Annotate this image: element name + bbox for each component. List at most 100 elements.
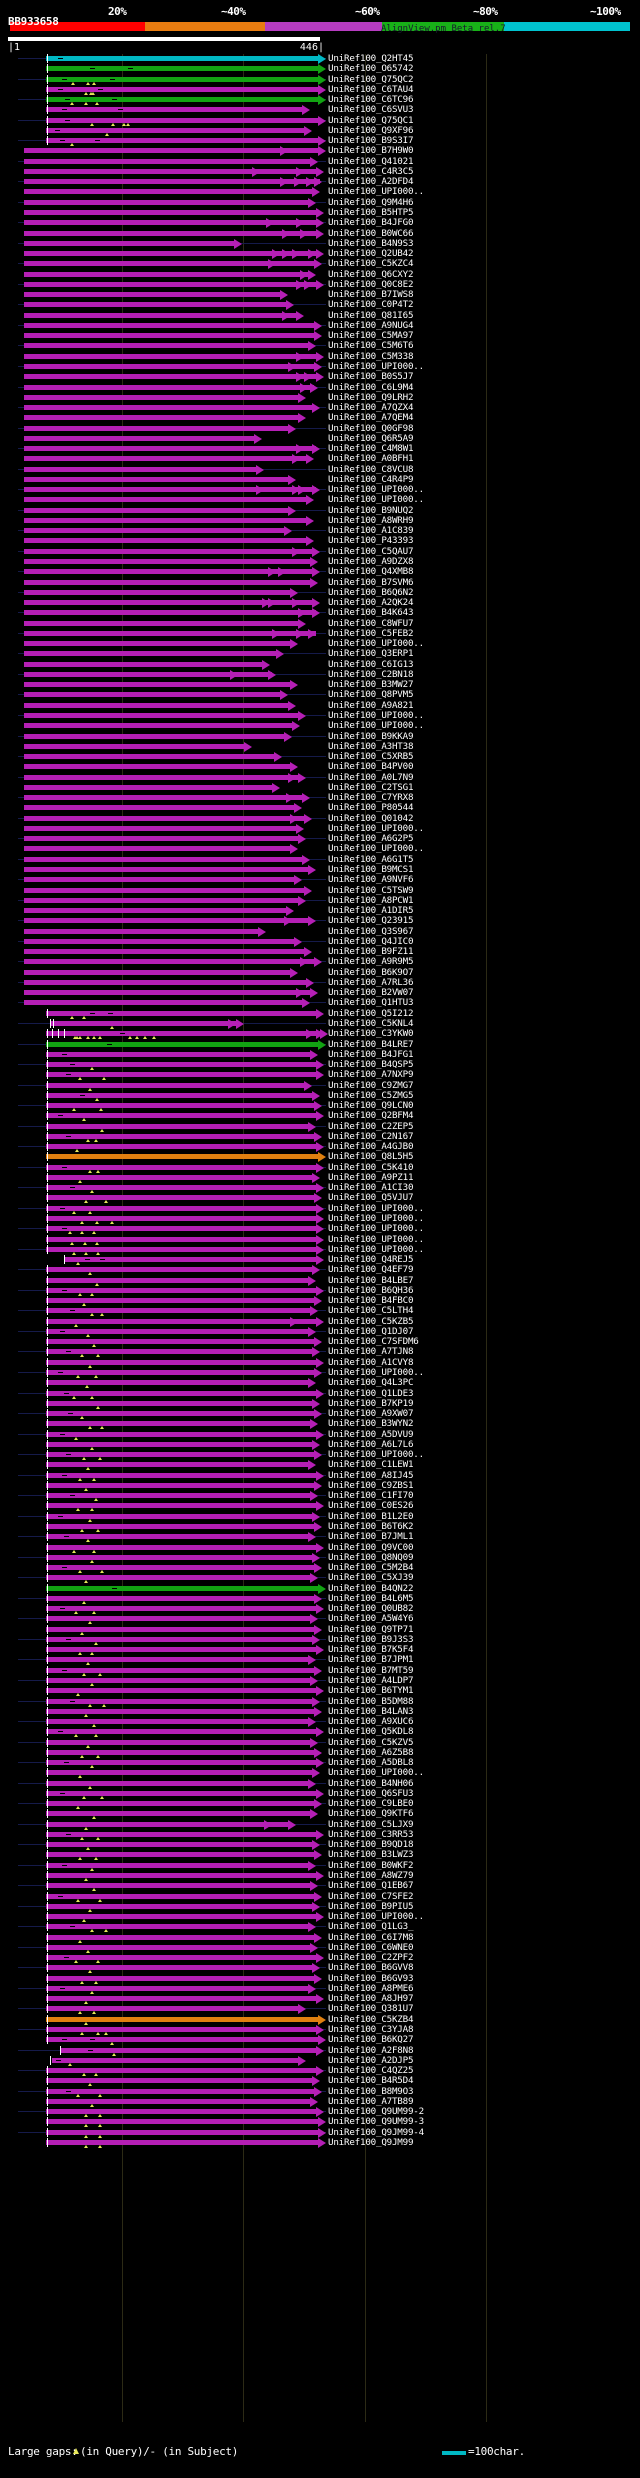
hsp-bar[interactable] <box>46 1513 314 1519</box>
hsp-bar[interactable] <box>24 405 314 411</box>
hit-label[interactable]: UniRef100_A5DVU9 <box>328 1428 414 1440</box>
alignment-row[interactable]: UniRef100_A1CVY8 <box>0 1357 640 1368</box>
alignment-row[interactable]: UniRef100_Q75QC2 <box>0 74 640 85</box>
hsp-bar[interactable] <box>24 240 236 246</box>
hit-label[interactable]: UniRef100_A7QEM4 <box>328 412 414 424</box>
alignment-row[interactable]: UniRef100_C7YRX8 <box>0 793 640 804</box>
hit-label[interactable]: UniRef100_B4L6M5 <box>328 1592 414 1604</box>
hit-label[interactable]: UniRef100_C5QAU7 <box>328 545 414 557</box>
hit-label[interactable]: UniRef100_B6GVV8 <box>328 1962 414 1974</box>
hsp-bar[interactable] <box>24 620 300 626</box>
alignment-row[interactable]: UniRef100_B7JML1 <box>0 1532 640 1543</box>
hsp-bar[interactable] <box>24 548 314 554</box>
hsp-bar[interactable] <box>46 107 303 113</box>
hsp-bar[interactable] <box>24 825 298 831</box>
alignment-row[interactable]: UniRef100_C6L9M4 <box>0 382 640 393</box>
hit-label[interactable]: UniRef100_A9R9M5 <box>328 956 414 968</box>
hit-label[interactable]: UniRef100_C2N167 <box>328 1130 414 1142</box>
alignment-row[interactable]: UniRef100_C5KZV5 <box>0 1737 640 1748</box>
alignment-row[interactable]: UniRef100_B6QH36 <box>0 1285 640 1296</box>
alignment-row[interactable]: UniRef100_Q9UM99-2 <box>0 2107 640 2118</box>
hit-label[interactable]: UniRef100_B9KKA9 <box>328 730 414 742</box>
hsp-bar[interactable] <box>46 1647 318 1653</box>
hsp-bar[interactable] <box>46 1493 312 1499</box>
alignment-row[interactable]: UniRef100_A7QZX4 <box>0 403 640 414</box>
hsp-bar[interactable] <box>46 1226 318 1232</box>
hit-label[interactable]: UniRef100_A5W4Y6 <box>328 1613 414 1625</box>
alignment-row[interactable]: UniRef100_Q6SFU3 <box>0 1788 640 1799</box>
hsp-bar[interactable] <box>46 1380 310 1386</box>
alignment-row[interactable]: UniRef100_A7TB89 <box>0 2096 640 2107</box>
hsp-bar[interactable] <box>24 805 296 811</box>
hit-label[interactable]: UniRef100_C5ZMG5 <box>328 1089 414 1101</box>
hsp-bar[interactable] <box>46 1421 312 1427</box>
hsp-bar[interactable] <box>24 148 318 154</box>
hit-label[interactable]: UniRef100_A8WRH9 <box>328 514 414 526</box>
hit-label[interactable]: UniRef100_Q6CXY2 <box>328 268 414 280</box>
hit-label[interactable]: UniRef100_A4LDP7 <box>328 1674 414 1686</box>
hsp-bar[interactable] <box>24 507 290 513</box>
hit-label[interactable]: UniRef100_Q9VC00 <box>328 1541 414 1553</box>
hsp-bar[interactable] <box>46 2119 320 2125</box>
alignment-row[interactable]: UniRef100_Q2BFM4 <box>0 1111 640 1122</box>
alignment-row[interactable]: UniRef100_Q0GF98 <box>0 423 640 434</box>
hit-label[interactable]: UniRef100_A3HT38 <box>328 740 414 752</box>
hit-label[interactable]: UniRef100_Q381U7 <box>328 2003 414 2015</box>
alignment-row[interactable]: UniRef100_Q8PVM5 <box>0 689 640 701</box>
alignment-row[interactable]: UniRef100_B7H9W0 <box>0 146 640 157</box>
hit-label[interactable]: UniRef100_Q3S967 <box>328 925 414 937</box>
alignment-row[interactable]: UniRef100_B6Q6N2 <box>0 587 640 598</box>
hsp-bar[interactable] <box>46 1051 312 1057</box>
alignment-row[interactable]: UniRef100_B6K9O7 <box>0 967 640 978</box>
hit-label[interactable]: UniRef100_B0WKF2 <box>328 1859 414 1871</box>
hit-label[interactable]: UniRef100_A5DBL8 <box>328 1757 414 1769</box>
hit-label[interactable]: UniRef100_C2BN18 <box>328 668 414 680</box>
hit-label[interactable]: UniRef100_Q9UM99-3 <box>328 2116 424 2128</box>
hsp-bar[interactable] <box>46 1862 310 1868</box>
hit-label[interactable]: UniRef100_C5XJ39 <box>328 1572 414 1584</box>
alignment-row[interactable]: UniRef100_A9A821 <box>0 700 640 711</box>
alignment-row[interactable]: UniRef100_B0S5J7 <box>0 372 640 383</box>
hit-label[interactable]: UniRef100_UPI000.. <box>328 1767 424 1779</box>
alignment-row[interactable]: UniRef100_B9PIU5 <box>0 1901 640 1912</box>
hit-label[interactable]: UniRef100_C7SFDM6 <box>328 1336 419 1348</box>
hit-label[interactable]: UniRef100_Q8NQ09 <box>328 1551 414 1563</box>
hsp-bar[interactable] <box>46 1739 312 1745</box>
alignment-row[interactable]: UniRef100_A0BFH1 <box>0 454 640 465</box>
hit-label[interactable]: UniRef100_C3YJA8 <box>328 2024 414 2035</box>
hsp-bar[interactable] <box>46 1657 310 1663</box>
alignment-row[interactable]: UniRef100_B0WC66 <box>0 228 640 239</box>
alignment-row[interactable]: UniRef100_UPI000.. <box>0 361 640 372</box>
hit-label[interactable]: UniRef100_Q9KTF6 <box>328 1808 414 1820</box>
hit-label[interactable]: UniRef100_Q41021 <box>328 155 414 167</box>
hsp-bar[interactable] <box>24 795 304 801</box>
hit-label[interactable]: UniRef100_Q8PVM5 <box>328 689 414 701</box>
hsp-bar[interactable] <box>24 302 288 308</box>
hsp-bar[interactable] <box>46 1133 316 1139</box>
hsp-bar[interactable] <box>24 199 310 205</box>
hit-label[interactable]: UniRef100_B4PV00 <box>328 761 414 773</box>
hit-label[interactable]: UniRef100_C2ZPF2 <box>328 1952 414 1964</box>
hit-label[interactable]: UniRef100_Q4L3PC <box>328 1377 414 1389</box>
alignment-row[interactable]: UniRef100_A5DBL8 <box>0 1757 640 1769</box>
alignment-row[interactable]: UniRef100_C0ES26 <box>0 1501 640 1512</box>
hsp-bar[interactable] <box>46 2129 320 2135</box>
alignment-row[interactable]: UniRef100_Q2UB42 <box>0 249 640 260</box>
hsp-bar[interactable] <box>46 1811 312 1817</box>
hit-label[interactable]: UniRef100_B4N9S3 <box>328 237 414 249</box>
hit-label[interactable]: UniRef100_C6I7M8 <box>328 1931 414 1943</box>
hsp-bar[interactable] <box>46 76 320 82</box>
hsp-bar[interactable] <box>24 887 306 893</box>
alignment-row[interactable]: UniRef100_A9DZX8 <box>0 557 640 568</box>
alignment-row[interactable]: UniRef100_UPI000.. <box>0 639 640 650</box>
hsp-bar[interactable] <box>24 743 246 749</box>
hsp-bar[interactable] <box>46 1339 316 1345</box>
hsp-bar[interactable] <box>46 1164 318 1170</box>
hsp-bar[interactable] <box>46 1985 310 1991</box>
hsp-bar[interactable] <box>46 1318 318 1324</box>
hit-label[interactable]: UniRef100_B4K643 <box>328 607 414 619</box>
hit-label[interactable]: UniRef100_A6L7L6 <box>328 1438 414 1450</box>
hsp-bar[interactable] <box>46 1482 316 1488</box>
alignment-row[interactable]: UniRef100_B7K5F4 <box>0 1645 640 1656</box>
hit-label[interactable]: UniRef100_B9QD18 <box>328 1839 414 1851</box>
